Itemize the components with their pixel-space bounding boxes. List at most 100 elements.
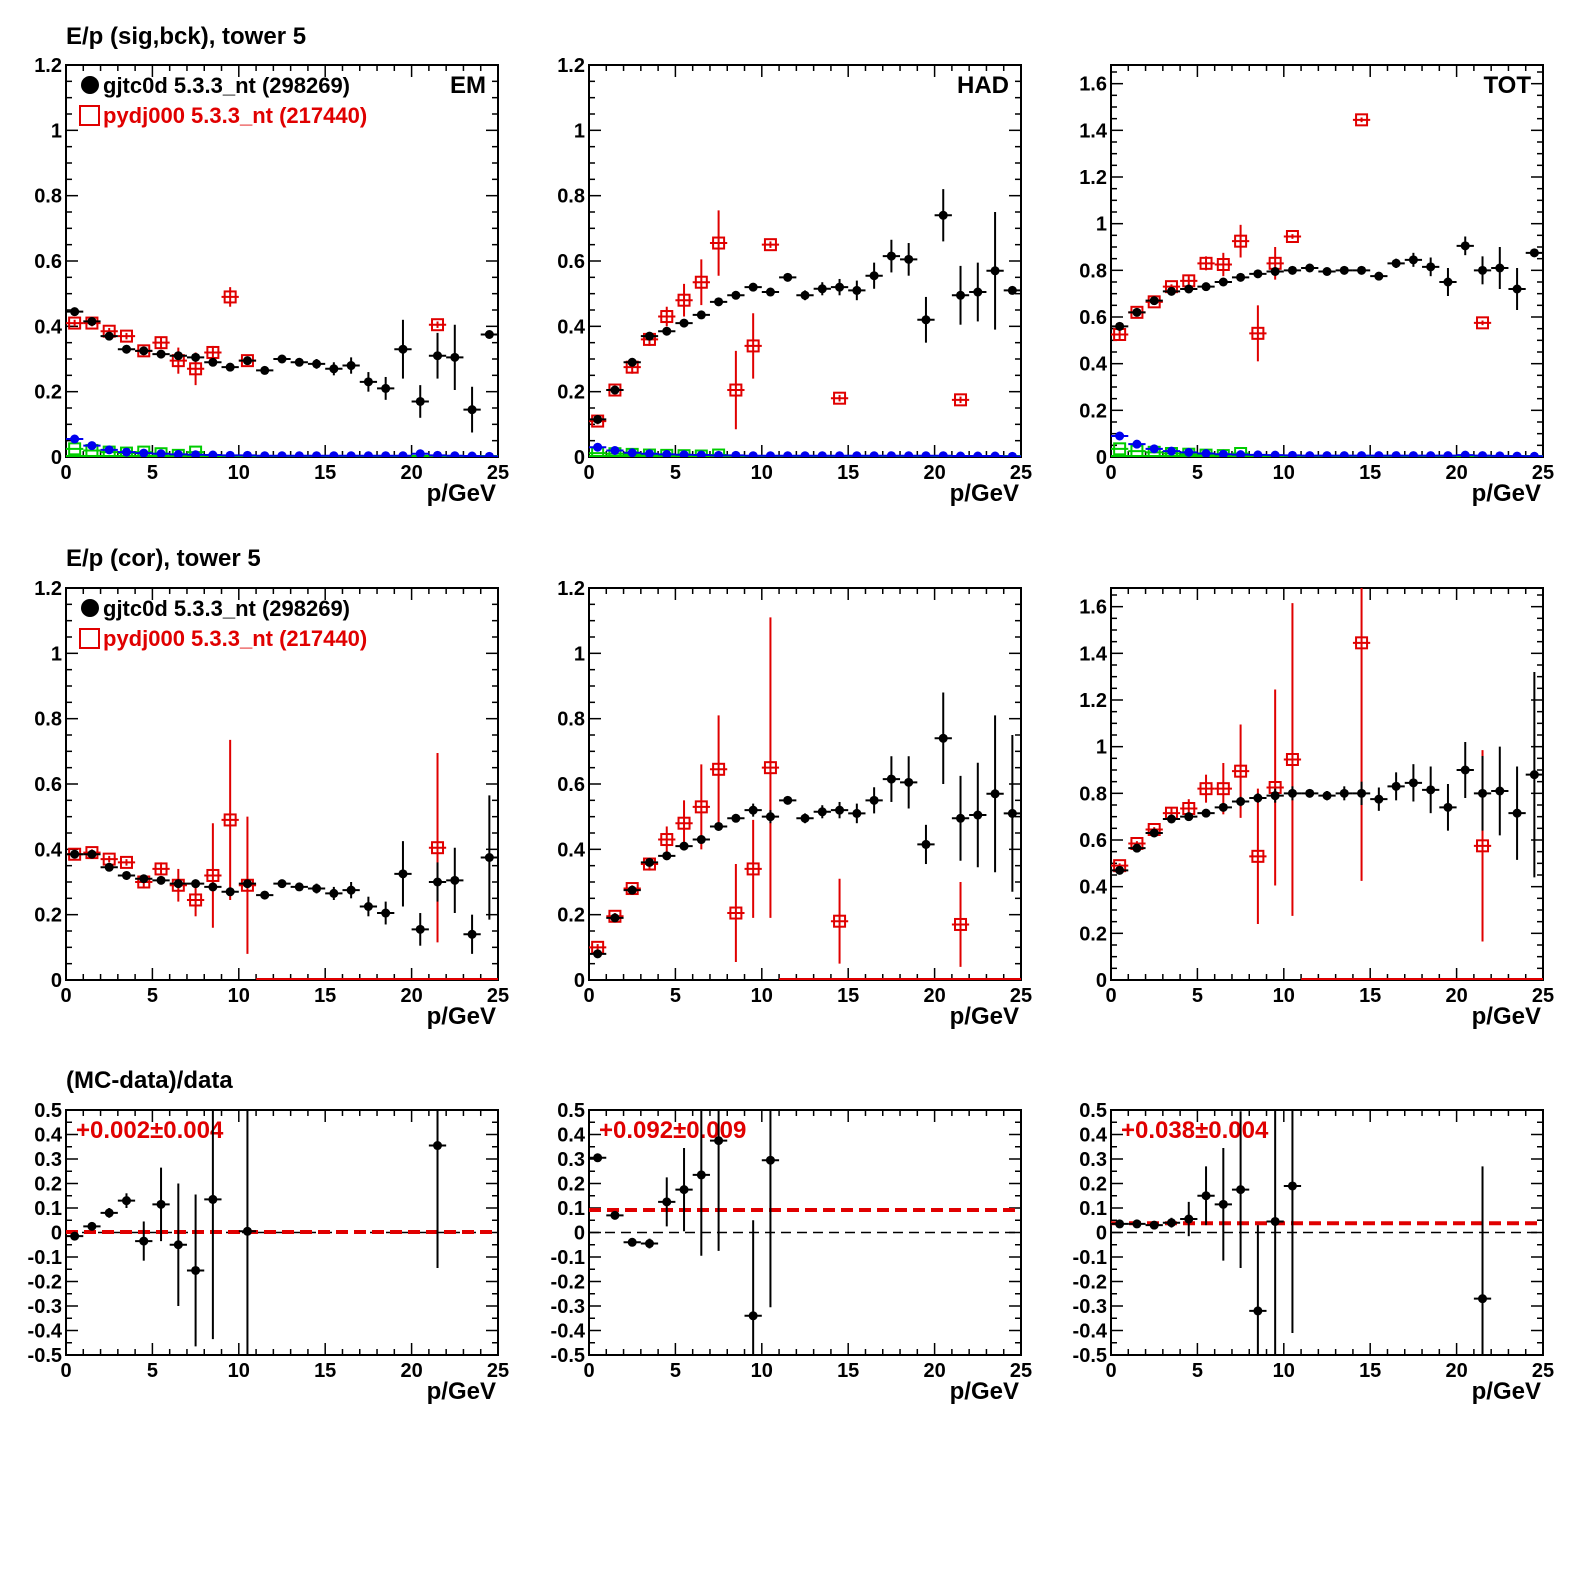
point-marker bbox=[694, 275, 708, 289]
point-marker bbox=[431, 841, 445, 855]
y-tick-label: 0 bbox=[574, 447, 585, 469]
y-tick-label: 0.6 bbox=[34, 774, 62, 796]
x-tick-label: 20 bbox=[923, 985, 945, 1007]
x-axis-label: p/GeV bbox=[427, 1003, 496, 1030]
series-mc bbox=[589, 617, 970, 967]
plot-area bbox=[589, 189, 1021, 457]
point-marker bbox=[1216, 258, 1230, 271]
legend: gjtc0d 5.3.3_nt (298269) pydj000 5.3.3_nt… bbox=[79, 596, 367, 651]
y-tick-label: -0.1 bbox=[28, 1247, 62, 1269]
point-marker bbox=[1460, 241, 1470, 251]
point-marker bbox=[679, 318, 689, 328]
point-marker bbox=[1529, 451, 1539, 457]
series-mc bbox=[66, 739, 447, 954]
point-marker bbox=[1495, 786, 1505, 796]
point-marker bbox=[1115, 431, 1125, 441]
series-data bbox=[66, 1110, 447, 1355]
x-tick-label: 20 bbox=[400, 985, 422, 1007]
point-marker bbox=[1115, 1219, 1125, 1229]
point-marker bbox=[677, 293, 691, 307]
point-marker bbox=[1355, 113, 1369, 127]
panel-ratio-tot: 0 5 10 15 20 25-0.5-0.4-0.3-0.2-0.100.10.20.3… bbox=[1073, 1100, 1555, 1405]
y-tick-label: -0.3 bbox=[551, 1296, 585, 1318]
point-marker bbox=[644, 331, 654, 341]
point-marker bbox=[1218, 802, 1228, 812]
x-axis-label: p/GeV bbox=[950, 1378, 1019, 1405]
y-tick-label: 1 bbox=[51, 643, 62, 665]
point-marker bbox=[70, 307, 80, 317]
point-marker bbox=[1495, 263, 1505, 273]
point-marker bbox=[139, 874, 149, 884]
x-tick-label: 25 bbox=[1532, 462, 1554, 484]
point-marker bbox=[70, 849, 80, 859]
point-marker bbox=[242, 356, 252, 366]
point-marker bbox=[763, 238, 777, 252]
point-marker bbox=[714, 1136, 724, 1146]
point-marker bbox=[398, 869, 408, 879]
point-marker bbox=[450, 352, 460, 362]
point-marker bbox=[1236, 272, 1246, 282]
point-marker bbox=[662, 449, 672, 457]
point-marker bbox=[954, 917, 968, 931]
series-data bbox=[66, 795, 498, 954]
point-marker bbox=[765, 1155, 775, 1165]
point-marker bbox=[346, 451, 356, 457]
y-tick-label: 1.6 bbox=[1079, 597, 1107, 619]
y-tick-label: 0 bbox=[1096, 1223, 1107, 1245]
y-tick-label: 0.4 bbox=[557, 316, 586, 338]
plot-area bbox=[66, 739, 498, 954]
point-marker bbox=[1443, 802, 1453, 812]
point-marker bbox=[450, 875, 460, 885]
point-marker bbox=[189, 362, 203, 376]
point-marker bbox=[904, 777, 914, 787]
point-marker bbox=[660, 833, 674, 847]
point-marker bbox=[173, 1240, 183, 1250]
point-marker bbox=[329, 364, 339, 374]
point-marker bbox=[817, 807, 827, 817]
y-tick-label: 0.2 bbox=[1079, 923, 1107, 945]
point-marker bbox=[1234, 234, 1248, 248]
point-marker bbox=[627, 1237, 637, 1247]
x-tick-label: 10 bbox=[228, 1360, 250, 1382]
y-tick-label: 0.2 bbox=[1079, 400, 1107, 422]
point-marker bbox=[260, 890, 270, 900]
point-marker bbox=[644, 1239, 654, 1249]
point-marker bbox=[1426, 262, 1436, 272]
x-tick-label: 5 bbox=[1192, 985, 1203, 1007]
point-marker bbox=[729, 383, 743, 397]
x-axis-label: p/GeV bbox=[1472, 1378, 1541, 1405]
series-data bbox=[589, 1110, 780, 1355]
point-marker bbox=[1339, 265, 1349, 275]
x-axis-label: p/GeV bbox=[1472, 1003, 1541, 1030]
point-marker bbox=[886, 451, 896, 457]
point-marker bbox=[731, 450, 741, 457]
legend-label-mc: pydj000 5.3.3_nt (217440) bbox=[103, 626, 367, 651]
point-marker bbox=[746, 862, 760, 876]
y-tick-label: 1.2 bbox=[1079, 690, 1107, 712]
point-marker bbox=[312, 359, 322, 369]
panel-ratio-em: 0 5 10 15 20 25-0.5-0.4-0.3-0.2-0.100.10.20.3… bbox=[28, 1100, 510, 1405]
point-marker bbox=[990, 266, 1000, 276]
point-marker bbox=[1322, 267, 1332, 276]
series-data bbox=[1111, 672, 1543, 878]
x-tick-label: 25 bbox=[1532, 1360, 1554, 1382]
point-marker bbox=[1357, 265, 1367, 275]
point-marker bbox=[731, 813, 741, 823]
point-marker bbox=[938, 451, 948, 457]
point-marker bbox=[1216, 782, 1230, 796]
point-marker bbox=[1201, 449, 1211, 457]
point-marker bbox=[121, 344, 131, 354]
point-marker bbox=[765, 812, 775, 822]
x-axis-label: p/GeV bbox=[427, 480, 496, 507]
point-marker bbox=[679, 450, 689, 457]
point-marker bbox=[1426, 451, 1436, 457]
point-marker bbox=[748, 282, 758, 292]
point-marker bbox=[1426, 785, 1436, 795]
point-marker bbox=[1408, 778, 1418, 788]
point-marker bbox=[1184, 284, 1194, 294]
point-marker bbox=[104, 445, 114, 455]
point-marker bbox=[852, 808, 862, 818]
point-marker bbox=[223, 813, 237, 827]
point-marker bbox=[1476, 839, 1490, 853]
